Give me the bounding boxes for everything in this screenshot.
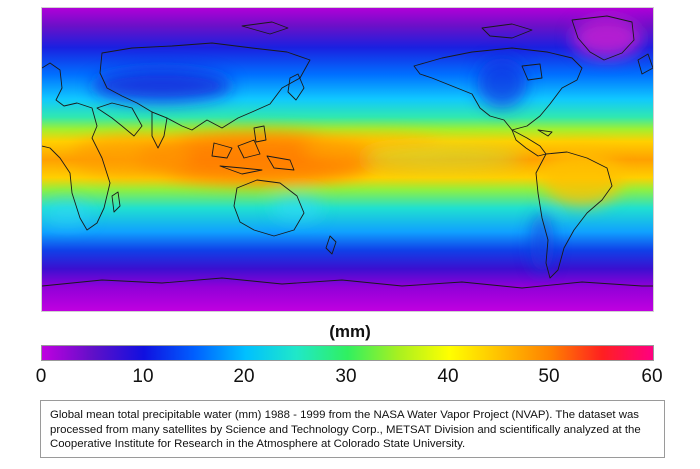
legend-tick-50: 50	[538, 366, 560, 387]
caption-text: Global mean total precipitable water (mm…	[50, 409, 641, 450]
legend-tick-60: 60	[641, 366, 663, 387]
legend-tick-40: 40	[437, 366, 459, 387]
legend-unit-label: (mm)	[329, 322, 371, 341]
precipitable-water-map	[41, 7, 654, 312]
caption-box: Global mean total precipitable water (mm…	[40, 400, 665, 458]
legend-tick-10: 10	[132, 366, 154, 387]
legend-tick-20: 20	[233, 366, 255, 387]
legend-tick-30: 30	[335, 366, 357, 387]
color-scale-bar	[41, 345, 654, 361]
legend-tick-0: 0	[35, 366, 47, 387]
